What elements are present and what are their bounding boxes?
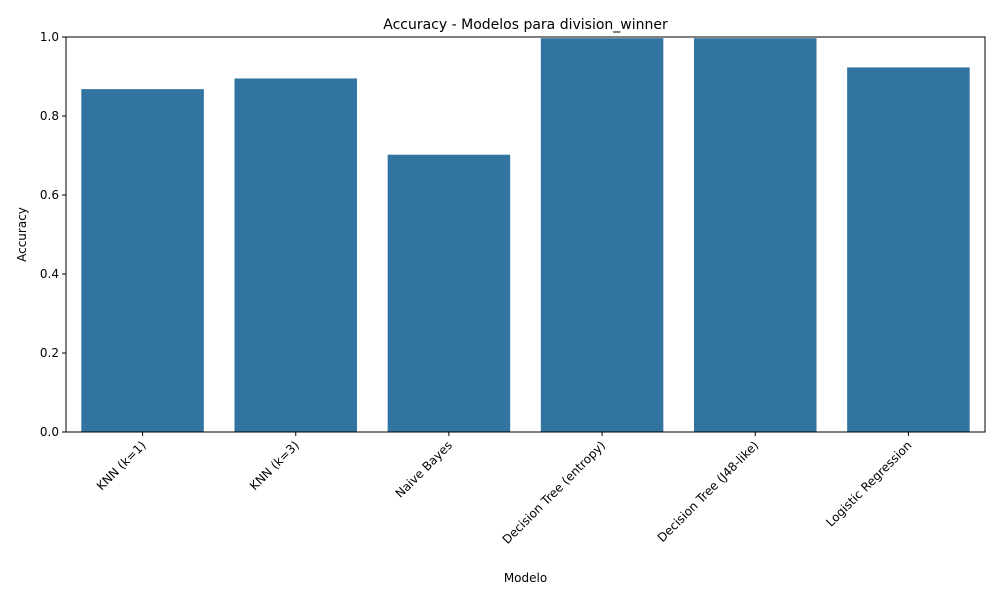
y-tick-label: 0.2 — [40, 346, 59, 360]
y-tick-label: 0.6 — [40, 188, 59, 202]
plot-frame — [65, 36, 986, 433]
x-axis-title: Modelo — [504, 571, 547, 585]
y-axis-ticks: 0.0 0.2 0.4 0.6 0.8 1.0 — [40, 30, 66, 439]
bar-2 — [387, 154, 511, 432]
bar-4 — [693, 38, 817, 433]
y-tick-label: 0.8 — [40, 109, 59, 123]
y-axis-title: Accuracy — [15, 207, 29, 262]
bar-3 — [540, 38, 664, 433]
chart-title: Accuracy - Modelos para division_winner — [383, 17, 668, 33]
bar-5 — [847, 67, 970, 432]
bar-0 — [81, 89, 204, 432]
bars-group — [81, 38, 970, 433]
y-tick-label: 0.4 — [40, 267, 59, 281]
bar-1 — [234, 78, 358, 432]
y-tick-label: 0.0 — [40, 425, 59, 439]
y-tick-label: 1.0 — [40, 30, 59, 44]
